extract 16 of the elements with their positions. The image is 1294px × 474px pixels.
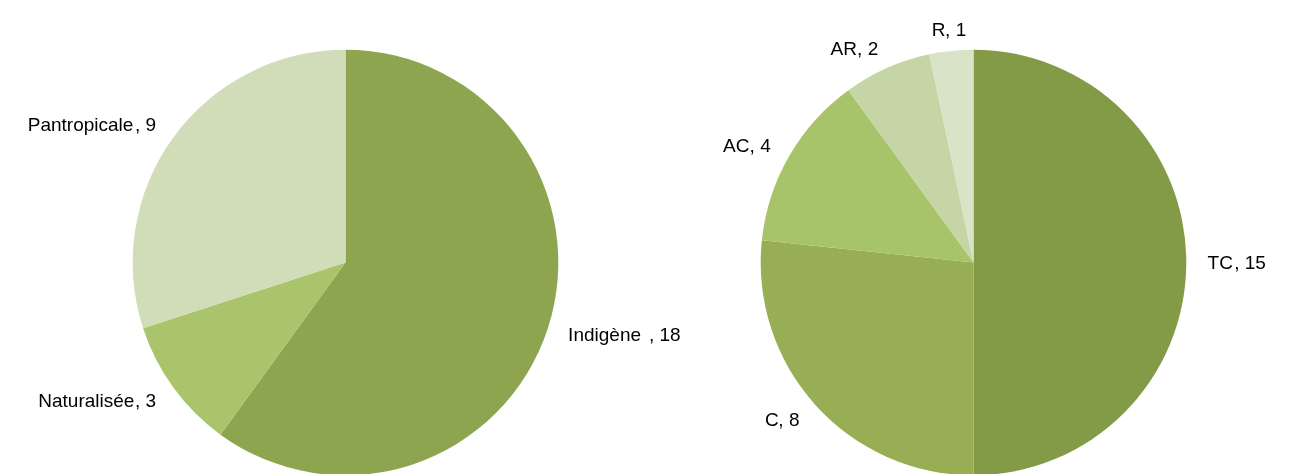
data-label: , 15: [1234, 252, 1266, 273]
data-label: , 1: [945, 19, 967, 41]
data-label: , 18: [648, 324, 681, 346]
data-label: , 9: [134, 114, 157, 136]
slice-label: AC: [722, 134, 750, 156]
slice-label: R: [931, 19, 946, 41]
data-label: , 4: [749, 134, 772, 156]
slice-label: C: [765, 408, 779, 430]
slice-label: Indigène: [568, 324, 642, 346]
slice-label: AR: [830, 38, 857, 60]
data-label: , 8: [778, 408, 800, 430]
data-label: , 3: [134, 389, 157, 411]
slice-label: TC: [1207, 252, 1233, 273]
slice-label: Naturalisée: [38, 389, 135, 411]
data-label: , 2: [857, 38, 879, 60]
slice-label: Pantropicale: [27, 114, 134, 136]
